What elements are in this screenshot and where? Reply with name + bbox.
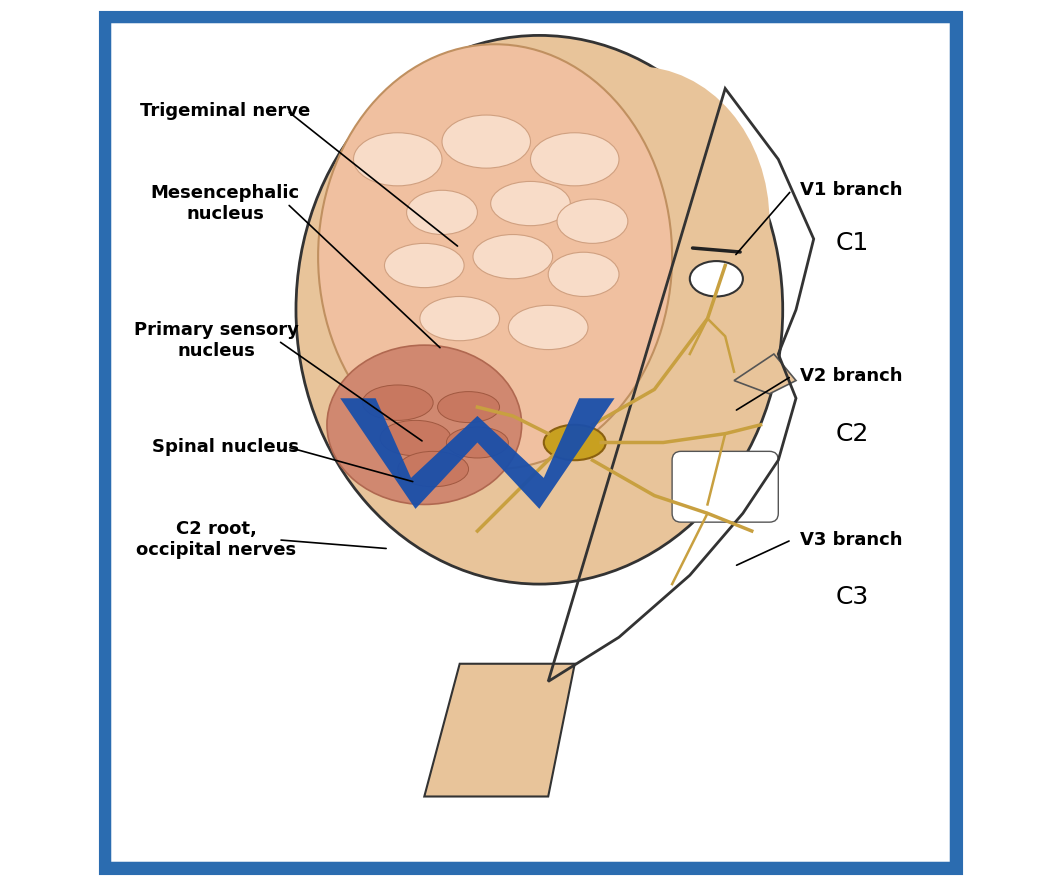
Ellipse shape bbox=[318, 44, 672, 469]
Text: C1: C1 bbox=[836, 231, 869, 256]
Polygon shape bbox=[424, 664, 575, 796]
Ellipse shape bbox=[508, 305, 588, 350]
Text: Mesencephalic
nucleus: Mesencephalic nucleus bbox=[151, 184, 300, 223]
Ellipse shape bbox=[420, 296, 500, 341]
Ellipse shape bbox=[437, 391, 500, 423]
Text: V3 branch: V3 branch bbox=[800, 531, 903, 549]
Ellipse shape bbox=[327, 345, 522, 504]
Ellipse shape bbox=[442, 115, 530, 168]
Ellipse shape bbox=[398, 451, 469, 487]
Polygon shape bbox=[341, 398, 614, 509]
Ellipse shape bbox=[296, 35, 783, 584]
Ellipse shape bbox=[473, 235, 553, 279]
Ellipse shape bbox=[363, 385, 433, 420]
Text: C2 root,
occipital nerves: C2 root, occipital nerves bbox=[136, 520, 296, 559]
Ellipse shape bbox=[447, 427, 508, 458]
Text: C2: C2 bbox=[836, 421, 869, 446]
Text: V2 branch: V2 branch bbox=[800, 367, 903, 385]
Ellipse shape bbox=[353, 133, 442, 186]
Text: Spinal nucleus: Spinal nucleus bbox=[152, 438, 299, 456]
Ellipse shape bbox=[384, 243, 464, 288]
Ellipse shape bbox=[557, 199, 628, 243]
Ellipse shape bbox=[530, 133, 619, 186]
Ellipse shape bbox=[380, 420, 451, 456]
Ellipse shape bbox=[544, 425, 606, 460]
Text: Trigeminal nerve: Trigeminal nerve bbox=[140, 102, 310, 119]
Text: Primary sensory
nucleus: Primary sensory nucleus bbox=[134, 321, 299, 360]
Polygon shape bbox=[734, 354, 796, 394]
Ellipse shape bbox=[504, 66, 769, 376]
Ellipse shape bbox=[406, 190, 477, 235]
Text: V1 branch: V1 branch bbox=[800, 181, 903, 199]
Text: C3: C3 bbox=[836, 585, 869, 610]
FancyBboxPatch shape bbox=[106, 18, 955, 867]
Ellipse shape bbox=[490, 181, 571, 226]
Ellipse shape bbox=[549, 252, 619, 296]
Ellipse shape bbox=[690, 261, 743, 296]
FancyBboxPatch shape bbox=[672, 451, 779, 522]
